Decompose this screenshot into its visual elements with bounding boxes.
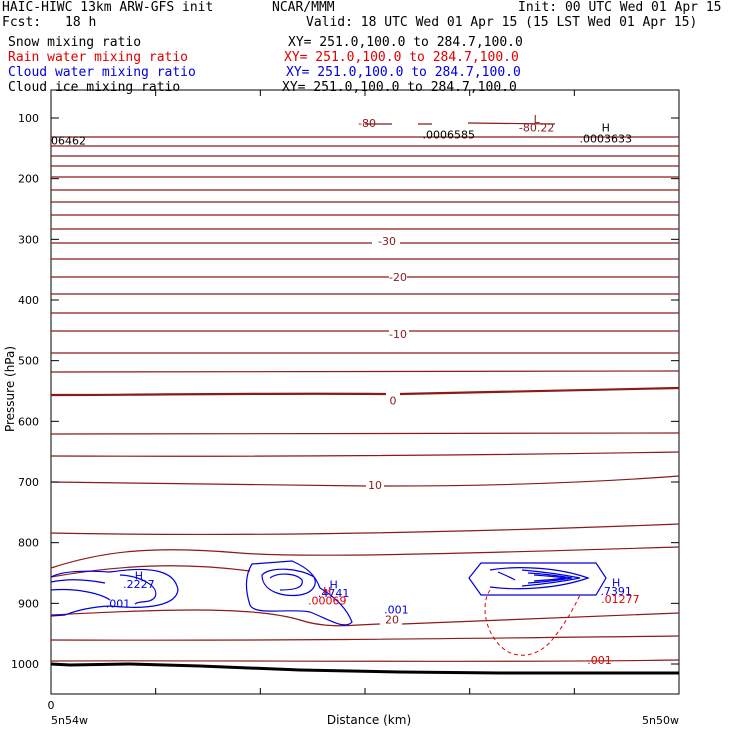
cloud-water-contour <box>269 573 303 591</box>
isotherm-freezing <box>50 386 680 397</box>
contour-annotation: .001 <box>106 597 131 610</box>
cloud-water-contours <box>50 560 607 626</box>
y-tick-label: 100 <box>18 112 39 125</box>
isotherm-line <box>50 659 680 662</box>
terrain-surface <box>50 662 679 675</box>
y-tick-label: 900 <box>18 597 39 610</box>
contour-annotation: .0003633 <box>579 133 632 146</box>
y-tick-label: 400 <box>18 294 39 307</box>
isotherm-label: -80 <box>358 117 376 130</box>
plot-frame <box>50 89 680 695</box>
fcst-value: 18 h <box>65 15 97 30</box>
contour-annotation: H <box>602 122 610 135</box>
rain-water-contour <box>484 589 581 656</box>
rain-water-contours <box>484 589 581 656</box>
isotherm-line <box>50 635 680 641</box>
isotherm-line <box>365 122 556 125</box>
isotherm-label: -10 <box>389 328 407 341</box>
contour-annotation: .01277 <box>601 593 640 606</box>
isotherm-line <box>50 451 680 457</box>
contour-annotation: .4741 <box>318 587 350 600</box>
x-end-label-left: 5n54w <box>51 714 88 727</box>
contour-annotation: .0006585 <box>422 128 475 141</box>
y-tick-label: 700 <box>18 476 39 489</box>
contour-annotation: -80.22 <box>519 122 554 135</box>
isotherm-line <box>50 523 680 536</box>
field-cloud-water-name: Cloud water mixing ratio <box>8 65 196 80</box>
contour-annotation: .001 <box>587 654 612 667</box>
isotherms <box>50 122 680 675</box>
cloud-water-contour <box>261 568 316 597</box>
contour-annotation: .2227 <box>123 578 155 591</box>
field-cloud-ice-xy: XY= 251.0,100.0 to 284.7,100.0 <box>282 80 517 95</box>
isotherm-label: 20 <box>385 614 399 627</box>
cloud-water-contour <box>497 571 516 581</box>
valid-time: Valid: 18 UTC Wed 01 Apr 15 (15 LST Wed … <box>306 15 698 30</box>
isotherm-label: 0 <box>390 395 397 408</box>
y-tick-label: 300 <box>18 233 39 246</box>
cloud-water-contour <box>119 574 157 605</box>
x-tick-label: 0 <box>48 699 55 712</box>
cloud-water-contour <box>521 569 581 587</box>
isotherm-label: -20 <box>389 271 407 284</box>
field-cloud-water-xy: XY= 251.0,100.0 to 284.7,100.0 <box>286 65 521 80</box>
cloud-water-contour <box>50 588 111 601</box>
y-axis-title: Pressure (hPa) <box>3 346 17 432</box>
field-snow-xy: XY= 251.0,100.0 to 284.7,100.0 <box>288 35 523 50</box>
isotherm-line <box>50 370 680 373</box>
isotherm-line <box>50 546 680 569</box>
cloud-water-contour <box>533 574 567 582</box>
cloud-water-contour <box>489 567 590 590</box>
fcst-label: Fcst: <box>2 15 42 30</box>
y-tick-label: 800 <box>18 537 39 550</box>
cloud-water-contour <box>50 579 106 584</box>
contour-annotation: H <box>612 577 620 590</box>
contour-annotation: L <box>534 113 541 126</box>
cloud-water-contour <box>245 560 353 626</box>
isotherm-line <box>50 432 680 435</box>
y-tick-label: 500 <box>18 355 39 368</box>
field-rain-xy: XY= 251.0,100.0 to 284.7,100.0 <box>284 50 519 65</box>
contour-annotation: H <box>329 579 337 592</box>
field-snow-name: Snow mixing ratio <box>8 35 142 50</box>
y-tick-label: 600 <box>18 415 39 428</box>
contour-annotation: .001 <box>384 603 409 616</box>
cloud-water-contour <box>50 568 179 617</box>
contour-annotation: H <box>323 585 331 598</box>
x-axis-title: Distance (km) <box>327 713 411 727</box>
field-cloud-ice-name: Cloud ice mixing ratio <box>8 80 181 95</box>
isotherm-line <box>50 475 680 487</box>
init-time: Init: 00 UTC Wed 01 Apr 15 <box>518 0 722 15</box>
contour-annotation: H <box>135 569 143 582</box>
isotherm-line <box>50 609 680 627</box>
cloud-water-contour <box>468 562 607 596</box>
cloud-water-contour <box>527 572 573 584</box>
contour-annotation: .00069 <box>308 594 347 607</box>
isotherm-label: 10 <box>368 479 382 492</box>
y-tick-label: 200 <box>18 173 39 186</box>
model-title: HAIC-HIWC 13km ARW-GFS init <box>2 0 214 15</box>
contour-annotation: .7391 <box>600 585 632 598</box>
isotherm-line <box>50 565 251 578</box>
org-label: NCAR/MMM <box>272 0 335 15</box>
y-tick-label: 1000 <box>11 658 39 671</box>
x-end-label-right: 5n50w <box>642 714 679 727</box>
field-rain-name: Rain water mixing ratio <box>8 50 189 65</box>
isotherm-label: -30 <box>378 235 396 248</box>
contour-annotation: 06462 <box>51 134 86 147</box>
